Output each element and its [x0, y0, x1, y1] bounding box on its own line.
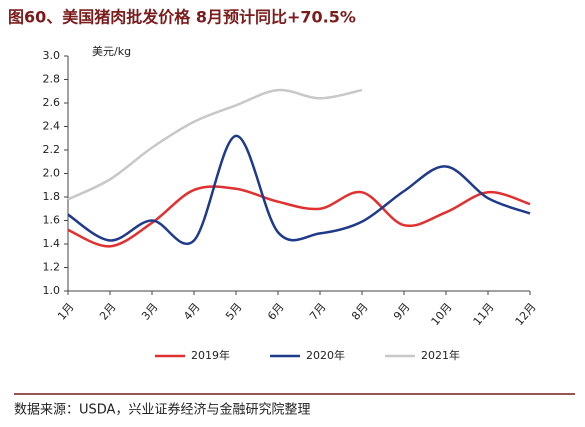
y-axis-label: 美元/kg — [92, 45, 131, 58]
legend-label: 2019年 — [191, 348, 230, 362]
x-tick-label: 9月 — [391, 301, 413, 323]
x-tick-label: 6月 — [265, 301, 287, 323]
x-tick-label: 12月 — [513, 301, 539, 329]
x-tick-label: 1月 — [55, 301, 77, 323]
y-tick-label: 3.0 — [43, 49, 61, 62]
y-tick-label: 2.6 — [43, 96, 61, 109]
chart-title: 图60、美国猪肉批发价格 8月预计同比+70.5% — [8, 8, 356, 27]
y-tick-label: 2.8 — [43, 73, 61, 86]
x-tick-label: 10月 — [429, 301, 455, 329]
y-tick-label: 2.0 — [43, 167, 61, 180]
x-tick-label: 7月 — [307, 301, 329, 323]
legend-label: 2021年 — [421, 348, 460, 362]
x-tick-label: 8月 — [349, 301, 371, 323]
x-tick-label: 2月 — [97, 301, 119, 323]
y-tick-label: 1.2 — [43, 261, 61, 274]
x-tick-label: 5月 — [223, 301, 245, 323]
x-tick-label: 3月 — [139, 301, 161, 323]
x-tick-label: 11月 — [471, 301, 497, 329]
y-tick-label: 1.4 — [43, 237, 61, 250]
y-tick-label: 1.0 — [43, 284, 61, 297]
series-line — [67, 185, 531, 248]
source: 数据来源：USDA，兴业证券经济与金融研究院整理 — [14, 402, 310, 418]
y-tick-label: 2.4 — [43, 120, 61, 133]
legend-label: 2020年 — [306, 348, 345, 362]
series-line — [67, 134, 531, 245]
y-tick-label: 1.6 — [43, 214, 61, 227]
x-tick-label: 4月 — [181, 301, 203, 323]
y-tick-label: 2.2 — [43, 143, 61, 156]
y-tick-label: 1.8 — [43, 190, 61, 203]
series-line — [67, 88, 363, 201]
